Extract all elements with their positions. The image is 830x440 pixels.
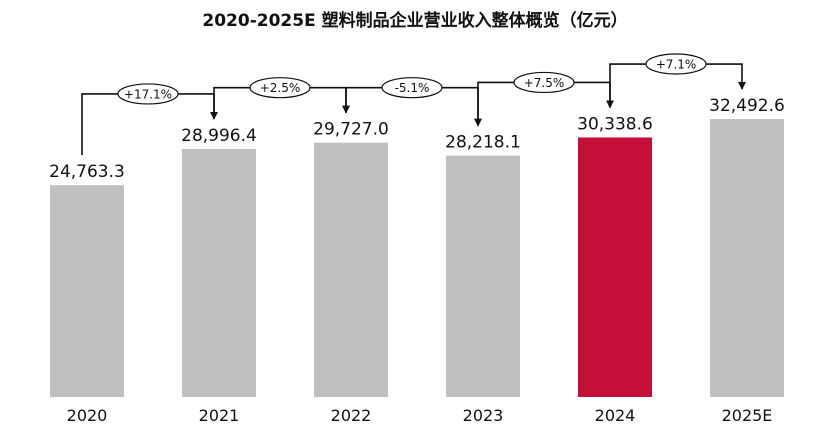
growth-label-2021: +17.1% — [124, 87, 172, 101]
category-label-2020: 2020 — [67, 406, 108, 425]
chart-title: 2020-2025E 塑料制品企业营业收入整体概览（亿元） — [202, 11, 628, 31]
bar-2025E — [710, 119, 784, 397]
value-label-2025E: 32,492.6 — [709, 96, 785, 116]
growth-label-2024: +7.5% — [524, 76, 565, 90]
growth-label-2023: -5.1% — [395, 81, 430, 95]
bar-2021 — [182, 148, 256, 397]
growth-label-2025E: +7.1% — [656, 58, 697, 72]
category-label-2024: 2024 — [595, 406, 636, 425]
value-label-2021: 28,996.4 — [181, 126, 257, 146]
growth-badge-2023 — [381, 77, 443, 99]
bar-2024 — [578, 137, 652, 397]
bar-2020 — [50, 185, 124, 397]
value-label-2022: 29,727.0 — [313, 120, 389, 140]
growth-label-2022: +2.5% — [260, 81, 301, 95]
category-label-2021: 2021 — [199, 406, 240, 425]
category-label-2025E: 2025E — [722, 406, 773, 425]
bar-2022 — [314, 142, 388, 397]
value-label-2023: 28,218.1 — [445, 133, 521, 153]
category-label-2023: 2023 — [463, 406, 504, 425]
growth-badge-2022 — [249, 77, 311, 99]
growth-badge-2024 — [513, 71, 575, 94]
value-label-2024: 30,338.6 — [577, 114, 653, 134]
growth-badge-2025E — [645, 53, 707, 75]
growth-badge-2021 — [117, 83, 179, 105]
value-label-2020: 24,763.3 — [49, 162, 125, 182]
category-label-2022: 2022 — [331, 406, 372, 425]
bar-2023 — [446, 155, 520, 397]
